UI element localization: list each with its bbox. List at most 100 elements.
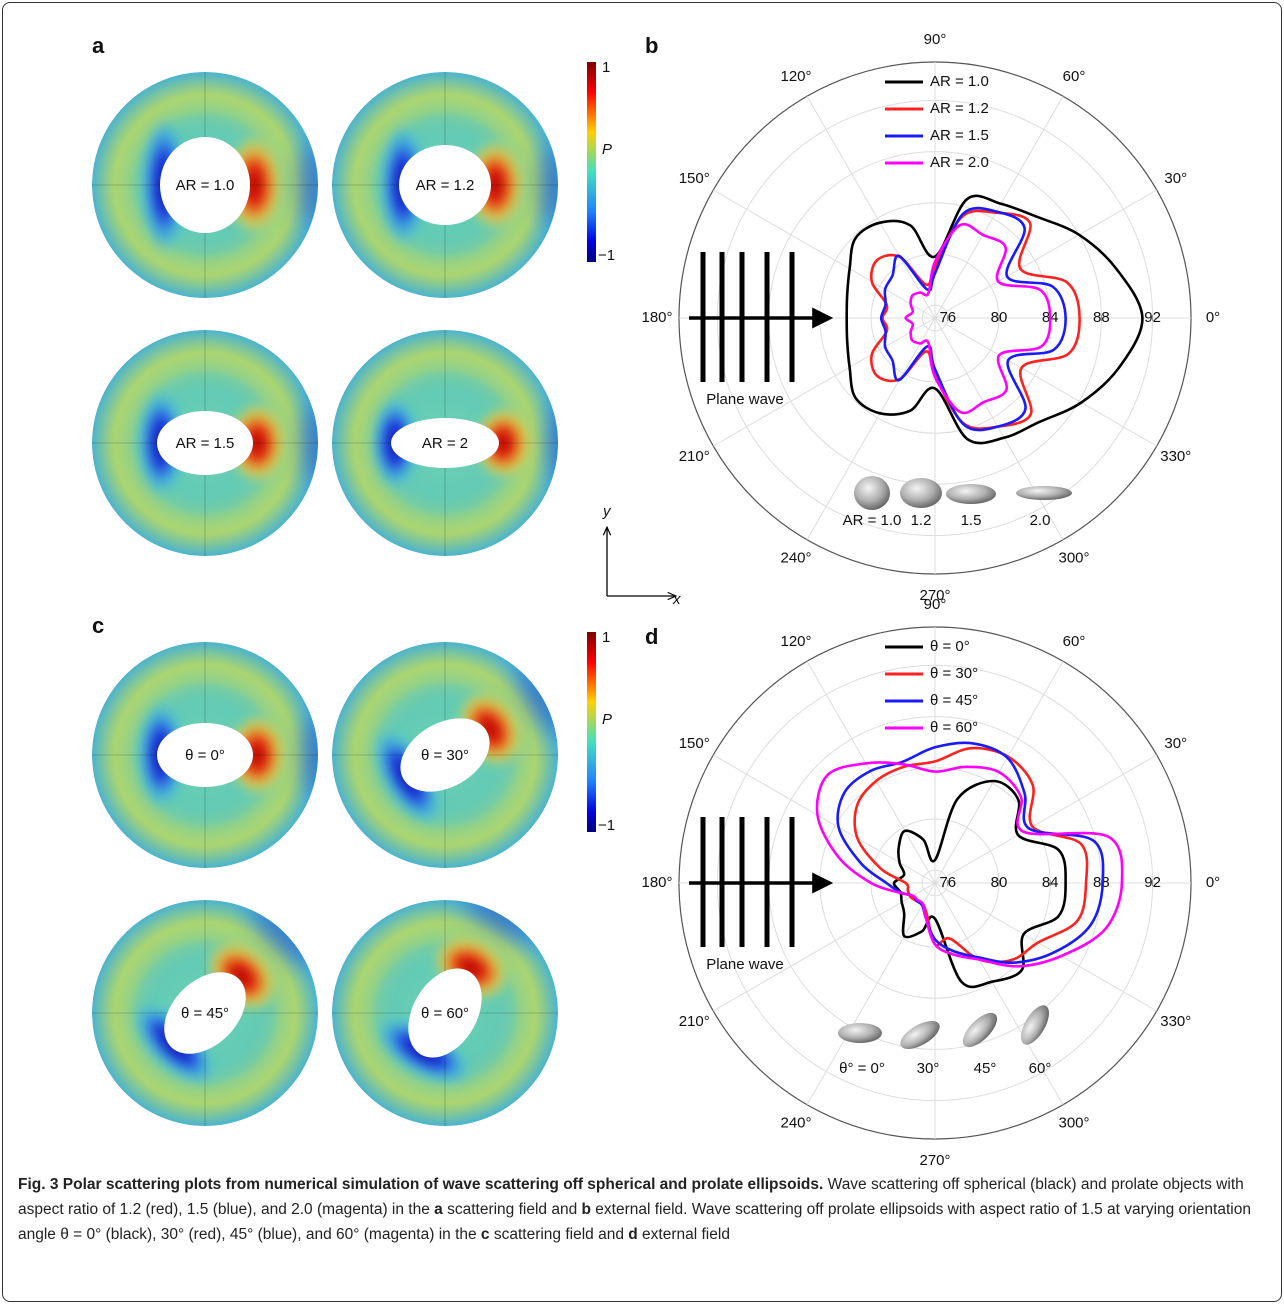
colorbar-label: P <box>602 141 612 158</box>
grid-spoke <box>713 318 935 446</box>
colorbar <box>587 632 596 832</box>
scatterer-icon <box>854 476 890 510</box>
theta-tick-label: 300° <box>1058 1115 1089 1132</box>
theta-tick-label: 330° <box>1160 1013 1191 1030</box>
r-tick-label: 84 <box>1042 874 1059 891</box>
caption-text: scattering field and <box>490 1226 629 1243</box>
scatterer-icon <box>900 478 942 508</box>
grid-spoke <box>713 755 935 883</box>
grid-spoke <box>935 883 1157 1011</box>
grid-spoke <box>807 96 935 318</box>
figure: a c b d y x AR = 1.0 AR = 1.2 AR = 1.5 AR =… <box>0 0 1284 1170</box>
scatterer-icon-label: 30° <box>917 1060 940 1077</box>
colorbar-tick: 1 <box>602 59 610 76</box>
scatterer-label: AR = 1.5 <box>176 435 235 452</box>
caption-text: scattering field and <box>443 1201 582 1218</box>
scatterer-label: AR = 2 <box>422 435 468 452</box>
scatterer-label: θ = 45° <box>181 1005 229 1022</box>
scatterer-icon-label: θ° = 0° <box>839 1060 885 1077</box>
theta-tick-label: 300° <box>1058 550 1089 567</box>
scatterer-label: θ = 0° <box>185 747 225 764</box>
r-tick-label: 76 <box>939 874 956 891</box>
caption-ref: a <box>434 1201 443 1218</box>
theta-tick-label: 0° <box>1206 309 1220 326</box>
scatterer-icon <box>957 1007 1002 1052</box>
colorbar-tick: 1 <box>602 629 610 646</box>
scatterer-icon-label: 45° <box>974 1060 997 1077</box>
plane-wave-label: Plane wave <box>706 956 784 973</box>
theta-tick-label: 180° <box>641 309 672 326</box>
theta-tick-label: 150° <box>679 170 710 187</box>
scatterer-icon <box>946 484 996 504</box>
r-tick-label: 92 <box>1144 874 1161 891</box>
plane-wave-label: Plane wave <box>706 391 784 408</box>
colorbar-tick: −1 <box>598 247 615 264</box>
colorbar <box>587 62 596 262</box>
legend-label: AR = 1.5 <box>930 127 989 144</box>
theta-tick-label: 0° <box>1206 874 1220 891</box>
r-tick-label: 88 <box>1093 309 1110 326</box>
theta-tick-label: 30° <box>1164 735 1187 752</box>
scatterer-icon <box>838 1023 882 1043</box>
figure-page: a c b d y x AR = 1.0 AR = 1.2 AR = 1.5 AR =… <box>0 0 1284 1305</box>
field-disc <box>92 870 348 1126</box>
legend-label: θ = 45° <box>930 692 978 709</box>
scatterer-icon-label: 1.5 <box>961 512 982 529</box>
legend-label: θ = 60° <box>930 719 978 736</box>
legend-label: AR = 2.0 <box>930 154 989 171</box>
theta-tick-label: 240° <box>780 550 811 567</box>
theta-tick-label: 240° <box>780 1115 811 1132</box>
caption-ref: b <box>582 1201 591 1218</box>
field-disc <box>332 864 572 1126</box>
legend-label: θ = 30° <box>930 665 978 682</box>
series-curve <box>894 781 1066 987</box>
r-tick-label: 80 <box>991 874 1008 891</box>
caption-ref: c <box>481 1226 490 1243</box>
caption-title: Fig. 3 Polar scattering plots from numer… <box>18 1176 823 1193</box>
theta-tick-label: 120° <box>780 633 811 650</box>
legend-label: θ = 0° <box>930 638 970 655</box>
scatterer-label: AR = 1.2 <box>416 177 475 194</box>
panel-letter: a <box>92 33 105 58</box>
axis-icon-label: y <box>602 503 612 520</box>
theta-tick-label: 210° <box>679 1013 710 1030</box>
theta-tick-label: 60° <box>1063 68 1086 85</box>
theta-tick-label: 90° <box>924 31 947 48</box>
series-curve <box>855 748 1087 962</box>
theta-tick-label: 30° <box>1164 170 1187 187</box>
theta-tick-label: 270° <box>919 1152 950 1169</box>
theta-tick-label: 210° <box>679 448 710 465</box>
caption: Fig. 3 Polar scattering plots from numer… <box>18 1172 1268 1247</box>
panel-letter: c <box>92 613 104 638</box>
axis-icon-label: x <box>672 591 681 608</box>
r-tick-label: 76 <box>939 309 956 326</box>
theta-tick-label: 180° <box>641 874 672 891</box>
r-tick-label: 92 <box>1144 309 1161 326</box>
panel-letter: d <box>645 624 658 649</box>
scatterer-icon-label: AR = 1.0 <box>843 512 902 529</box>
grid-spoke <box>935 755 1157 883</box>
colorbar-tick: −1 <box>598 817 615 834</box>
scatterer-icon-label: 2.0 <box>1030 512 1051 529</box>
theta-tick-label: 150° <box>679 735 710 752</box>
scatterer-icon-label: 1.2 <box>911 512 932 529</box>
grid-spoke <box>713 190 935 318</box>
grid-spoke <box>935 318 1063 540</box>
scatterer-icon <box>1016 486 1072 500</box>
legend-label: AR = 1.0 <box>930 73 989 90</box>
caption-ref: d <box>628 1226 637 1243</box>
panel-letter: b <box>645 33 658 58</box>
scatterer-label: θ = 30° <box>421 747 469 764</box>
theta-tick-label: 120° <box>780 68 811 85</box>
scatterer-label: AR = 1.0 <box>176 177 235 194</box>
colorbar-label: P <box>602 711 612 728</box>
r-tick-label: 80 <box>991 309 1008 326</box>
legend-label: AR = 1.2 <box>930 100 989 117</box>
theta-tick-label: 330° <box>1160 448 1191 465</box>
theta-tick-label: 60° <box>1063 633 1086 650</box>
scatterer-icon-label: 60° <box>1029 1060 1052 1077</box>
caption-text: external field <box>638 1226 730 1243</box>
series-curve <box>881 208 1065 430</box>
theta-tick-label: 90° <box>924 596 947 613</box>
scatterer-label: θ = 60° <box>421 1005 469 1022</box>
